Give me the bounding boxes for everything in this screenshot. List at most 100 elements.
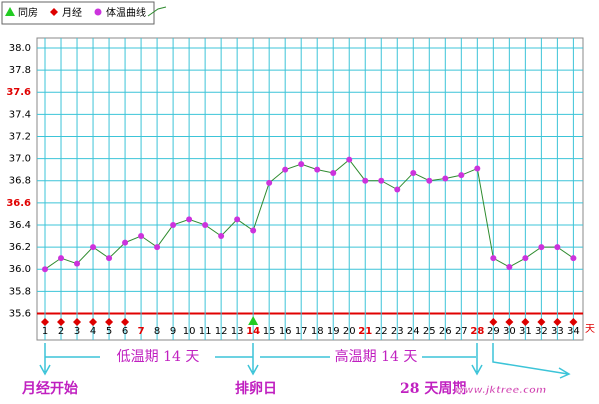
x-tick-label: 24 xyxy=(407,326,420,337)
temperature-point xyxy=(538,244,545,251)
temperature-line xyxy=(44,158,574,270)
temperature-point xyxy=(170,221,177,228)
plot-frame xyxy=(36,37,584,341)
annotation: 低温期 14 天 xyxy=(117,349,200,365)
temperature-point xyxy=(138,233,145,240)
x-tick-label: 16 xyxy=(279,326,292,337)
x-tick-label: 15 xyxy=(263,326,276,337)
event-marker xyxy=(89,318,98,326)
event-marker xyxy=(121,318,130,326)
event-marker xyxy=(57,318,66,326)
x-tick-label: 19 xyxy=(327,326,340,337)
temperature-point xyxy=(106,255,113,262)
event-marker xyxy=(41,318,50,326)
y-tick-label: 36.8 xyxy=(9,176,31,187)
annotation: 月经开始 xyxy=(21,380,78,397)
x-tick-label: 12 xyxy=(215,326,228,337)
x-tick-label: 23 xyxy=(391,326,404,337)
event-marker xyxy=(537,318,546,326)
temperature-point xyxy=(346,156,353,163)
annotation: 28 天周期 xyxy=(400,381,466,397)
legend: 同房 月经 体温曲线 xyxy=(1,1,167,25)
temperature-point xyxy=(90,244,97,251)
y-tick-label: 37.6 xyxy=(6,87,31,98)
x-tick-label: 4 xyxy=(90,326,96,337)
legend-symbol xyxy=(94,8,102,16)
temperature-point xyxy=(362,177,369,184)
watermark: www.jktree.com xyxy=(455,385,546,396)
x-tick-label: 11 xyxy=(199,326,212,337)
temperature-point xyxy=(218,233,225,240)
x-tick-label: 2 xyxy=(58,326,64,337)
x-tick-label: 30 xyxy=(503,326,516,337)
temperature-point xyxy=(330,169,337,176)
y-tick-label: 35.6 xyxy=(9,308,31,319)
x-tick-label: 28 xyxy=(470,326,484,337)
temperature-point xyxy=(282,166,289,173)
y-tick-label: 37.4 xyxy=(9,109,31,120)
temperature-point xyxy=(74,260,81,267)
x-tick-label: 21 xyxy=(358,326,372,337)
event-marker xyxy=(489,318,498,326)
x-tick-label: 14 xyxy=(246,326,260,337)
plot: 35.6 35.8 36.0 36.2 36.4 36.6 36.8 37.0 37.2 37.4… xyxy=(6,37,584,341)
legend-line xyxy=(147,6,167,17)
event-marker xyxy=(505,318,514,326)
temperature-point xyxy=(474,165,481,172)
annotation: 排卵日 xyxy=(235,380,277,397)
temperature-point xyxy=(490,255,497,262)
temperature-point xyxy=(378,177,385,184)
temperature-point xyxy=(234,216,241,223)
temperature-point xyxy=(442,175,449,182)
y-tick-label: 36.6 xyxy=(6,198,31,209)
x-tick-label: 18 xyxy=(311,326,324,337)
temperature-point xyxy=(410,169,417,176)
temperature-point xyxy=(154,244,161,251)
temperature-point xyxy=(458,172,465,179)
temperature-point xyxy=(570,255,577,262)
y-tick-label: 37.0 xyxy=(9,154,31,165)
x-axis-unit: 天 xyxy=(585,324,595,335)
temperature-point xyxy=(266,179,273,186)
temperature-point xyxy=(394,186,401,193)
temperature-point xyxy=(314,166,321,173)
x-tick-label: 13 xyxy=(231,326,244,337)
x-tick-label: 26 xyxy=(439,326,452,337)
x-tick-label: 29 xyxy=(487,326,500,337)
x-tick-label: 3 xyxy=(74,326,80,337)
x-tick-label: 7 xyxy=(138,326,145,337)
x-tick-label: 20 xyxy=(343,326,356,337)
y-tick-label: 36.4 xyxy=(9,220,31,231)
temperature-point xyxy=(186,216,193,223)
y-tick-label: 37.8 xyxy=(9,65,31,76)
x-tick-label: 33 xyxy=(551,326,564,337)
x-tick-label: 25 xyxy=(423,326,436,337)
legend-label: 月经 xyxy=(62,6,82,19)
y-tick-label: 36.2 xyxy=(9,242,31,253)
temperature-point xyxy=(122,239,129,246)
x-tick-label: 6 xyxy=(122,326,128,337)
event-marker xyxy=(248,316,259,325)
temperature-point xyxy=(554,244,561,251)
temperature-point xyxy=(250,227,257,234)
annotation-lines xyxy=(39,343,571,379)
legend-symbol xyxy=(50,8,58,16)
event-marker xyxy=(521,318,530,326)
y-tick-label: 38.0 xyxy=(9,43,31,54)
x-tick-label: 10 xyxy=(183,326,196,337)
x-tick-label: 34 xyxy=(567,326,580,337)
temperature-point xyxy=(298,161,305,168)
legend-label: 体温曲线 xyxy=(106,6,146,19)
temperature-point xyxy=(42,266,49,273)
x-tick-label: 17 xyxy=(295,326,308,337)
x-tick-label: 22 xyxy=(375,326,388,337)
x-tick-label: 5 xyxy=(106,326,112,337)
legend-box xyxy=(1,1,155,25)
x-tick-label: 27 xyxy=(455,326,468,337)
x-tick-label: 8 xyxy=(154,326,160,337)
y-tick-label: 35.8 xyxy=(9,286,31,297)
temperature-point xyxy=(202,221,209,228)
temperature-point xyxy=(522,255,529,262)
temperature-point xyxy=(506,263,513,270)
